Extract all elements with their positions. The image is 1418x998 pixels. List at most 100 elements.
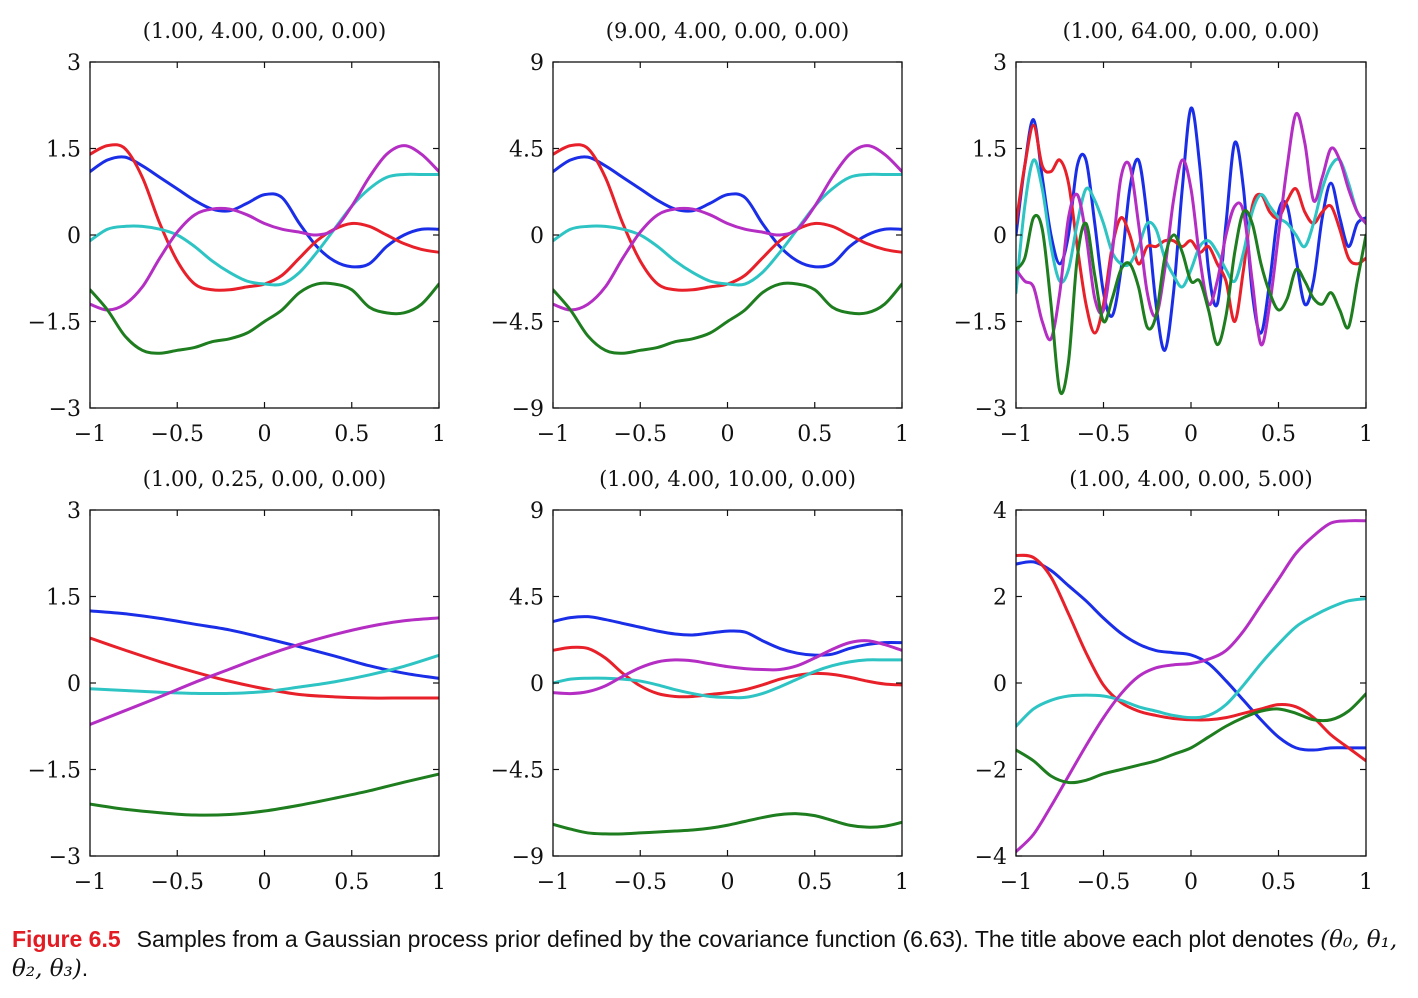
y-tick-label: −3 — [49, 397, 81, 422]
series-group — [1016, 106, 1366, 395]
series-line-magenta — [90, 616, 439, 727]
panel-title: (1.00, 4.00, 0.00, 0.00) — [143, 19, 386, 43]
y-tick-label: 1.5 — [46, 138, 81, 163]
series-group — [1016, 519, 1366, 854]
series-group — [90, 143, 439, 355]
y-tick-label: 4 — [993, 499, 1007, 524]
series-line-green — [90, 281, 439, 355]
x-tick-label: 1 — [1359, 422, 1373, 447]
y-tick-label: −1.5 — [954, 311, 1007, 336]
axes-frame — [89, 509, 440, 857]
panel-5: (1.00, 4.00, 10.00, 0.00) −1 −0.5 0 0.5 1 9 4.5… — [491, 467, 909, 895]
series-line-blue — [90, 155, 439, 269]
y-tick-label: −9 — [512, 397, 544, 422]
x-tick-label: 0.5 — [334, 870, 369, 895]
y-tick-label: −4 — [975, 845, 1007, 870]
series-line-green — [553, 812, 902, 836]
y-tick-label: −3 — [975, 397, 1007, 422]
panel-title: (1.00, 4.00, 0.00, 5.00) — [1069, 467, 1312, 491]
x-tick-label: 1 — [895, 422, 909, 447]
panel-4: (1.00, 0.25, 0.00, 0.00) −1 −0.5 0 0.5 1 3 1.5 0… — [28, 467, 446, 895]
x-tick-label: 0 — [1184, 422, 1198, 447]
panel-6: (1.00, 4.00, 0.00, 5.00) −1 −0.5 0 0.5 1 4 2 0 −2… — [975, 467, 1373, 895]
x-tick-label: −1 — [537, 870, 569, 895]
panel-title: (1.00, 0.25, 0.00, 0.00) — [143, 467, 386, 491]
axes-frame — [1015, 509, 1367, 857]
series-line-green — [1016, 208, 1366, 395]
series-line-red — [1016, 553, 1366, 763]
x-tick-label: 0.5 — [1261, 870, 1296, 895]
y-tick-label: 3 — [993, 51, 1007, 76]
x-tick-label: 0.5 — [797, 870, 832, 895]
y-tick-label: 0 — [993, 672, 1007, 697]
caption-text: Samples from a Gaussian process prior de… — [136, 926, 1314, 952]
y-tick-label: 0 — [67, 672, 81, 697]
x-tick-label: 1 — [432, 422, 446, 447]
panel-2: (9.00, 4.00, 0.00, 0.00) −1 −0.5 0 0.5 1 9 4.5 0… — [491, 19, 909, 447]
caption-math: (θ₀, θ₁, θ₂, θ₃) — [12, 927, 1398, 982]
y-tick-label: −9 — [512, 845, 544, 870]
y-tick-label: 4.5 — [509, 586, 544, 611]
panel-1: (1.00, 4.00, 0.00, 0.00) −1 −0.5 0 0.5 1 3 1.5 0… — [28, 19, 446, 447]
y-tick-label: 0 — [67, 224, 81, 249]
caption-end: . — [81, 955, 89, 981]
series-line-blue — [553, 155, 902, 269]
figure-label: Figure 6.5 — [12, 926, 121, 952]
x-tick-label: 0.5 — [334, 422, 369, 447]
axes-frame — [552, 509, 903, 857]
x-tick-label: −0.5 — [151, 422, 204, 447]
figure-grid: (1.00, 4.00, 0.00, 0.00) −1 −0.5 0 0.5 1 3 1.5 0… — [28, 19, 1373, 895]
x-tick-label: −1 — [1000, 422, 1032, 447]
series-group — [90, 609, 439, 817]
x-tick-label: 1 — [1359, 870, 1373, 895]
panel-title: (9.00, 4.00, 0.00, 0.00) — [606, 19, 849, 43]
y-tick-label: −3 — [49, 845, 81, 870]
y-tick-label: −1.5 — [28, 759, 81, 784]
series-line-green — [90, 772, 439, 817]
series-line-red — [553, 645, 902, 699]
x-tick-label: −0.5 — [151, 870, 204, 895]
series-line-green — [1016, 692, 1366, 785]
x-tick-label: −1 — [1000, 870, 1032, 895]
x-tick-label: 0 — [721, 870, 735, 895]
series-line-cyan — [90, 172, 439, 287]
panel-title: (1.00, 64.00, 0.00, 0.00) — [1063, 19, 1320, 43]
series-line-magenta — [1016, 519, 1366, 854]
series-line-magenta — [553, 144, 902, 312]
y-tick-label: 0 — [993, 224, 1007, 249]
series-line-green — [553, 281, 902, 355]
x-tick-label: 0 — [721, 422, 735, 447]
series-line-blue — [553, 615, 902, 657]
x-tick-label: −0.5 — [1077, 422, 1130, 447]
x-tick-label: −1 — [74, 870, 106, 895]
x-tick-label: 1 — [895, 870, 909, 895]
series-line-cyan — [1016, 597, 1366, 728]
y-tick-label: 0 — [530, 672, 544, 697]
x-tick-label: 0.5 — [797, 422, 832, 447]
y-tick-label: 1.5 — [972, 138, 1007, 163]
y-tick-label: −1.5 — [28, 311, 81, 336]
series-line-blue — [1016, 560, 1366, 752]
series-line-blue — [90, 609, 439, 680]
panel-title: (1.00, 4.00, 10.00, 0.00) — [599, 467, 856, 491]
y-tick-label: 0 — [530, 224, 544, 249]
series-line-cyan — [1016, 157, 1366, 295]
series-line-red — [1016, 123, 1366, 335]
x-tick-label: −0.5 — [1077, 870, 1130, 895]
y-tick-label: 9 — [530, 499, 544, 524]
series-line-magenta — [90, 144, 439, 312]
series-line-cyan — [553, 172, 902, 287]
figure-caption: Figure 6.5 Samples from a Gaussian proces… — [12, 925, 1407, 983]
y-tick-label: 2 — [993, 586, 1007, 611]
y-tick-label: −4.5 — [491, 759, 544, 784]
x-tick-label: −1 — [74, 422, 106, 447]
x-tick-label: 0 — [1184, 870, 1198, 895]
y-tick-label: 1.5 — [46, 586, 81, 611]
y-tick-label: 3 — [67, 499, 81, 524]
x-tick-label: 0.5 — [1261, 422, 1296, 447]
panel-3: (1.00, 64.00, 0.00, 0.00) −1 −0.5 0 0.5 1 3 1.5… — [954, 19, 1373, 447]
x-tick-label: 0 — [258, 870, 272, 895]
series-group — [553, 615, 902, 836]
x-tick-label: 0 — [258, 422, 272, 447]
x-tick-label: −1 — [537, 422, 569, 447]
